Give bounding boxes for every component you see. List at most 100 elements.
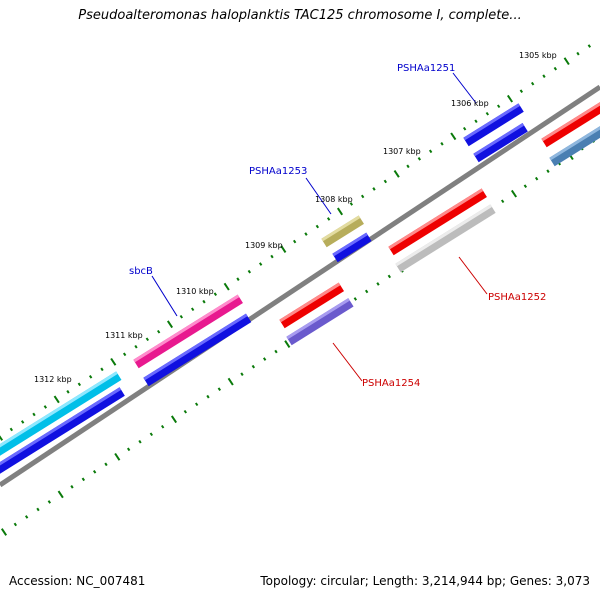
callout-line-PSHAa1253 bbox=[305, 177, 332, 215]
gene-label-PSHAa1253: PSHAa1253 bbox=[249, 166, 307, 177]
outer-track-minor-tick bbox=[349, 202, 354, 206]
gene-feature-PSHAa1253[interactable] bbox=[321, 215, 364, 248]
gene-feature-blue-4[interactable] bbox=[473, 123, 528, 163]
outer-track-minor-tick bbox=[122, 352, 127, 357]
outer-track-major-tick bbox=[336, 207, 344, 216]
outer-track-minor-tick bbox=[383, 179, 388, 184]
tick-label-1307: 1307 kbp bbox=[383, 147, 421, 156]
outer-track-minor-tick bbox=[20, 420, 25, 424]
inner-track-minor-tick bbox=[194, 402, 199, 407]
inner-track-minor-tick bbox=[387, 274, 392, 279]
gene-feature-sbcB[interactable] bbox=[133, 294, 243, 369]
gene-feature-blue-1[interactable] bbox=[0, 387, 125, 476]
inner-track-minor-tick bbox=[251, 364, 256, 369]
inner-track-major-tick bbox=[284, 340, 291, 348]
outer-track-minor-tick bbox=[77, 382, 82, 387]
gene-label-PSHAa1252: PSHAa1252 bbox=[488, 292, 546, 303]
outer-track-minor-tick bbox=[9, 427, 14, 432]
inner-track-minor-tick bbox=[206, 394, 210, 399]
forward-features bbox=[0, 103, 528, 476]
gene-feature-blue-3[interactable] bbox=[332, 232, 372, 263]
inner-track-major-tick bbox=[114, 452, 121, 461]
inner-track-minor-tick bbox=[500, 199, 505, 204]
tick-label-1312: 1312 kbp bbox=[34, 375, 72, 384]
inner-track-major-tick bbox=[57, 490, 64, 499]
callout-line-PSHAa1251 bbox=[452, 72, 477, 104]
outer-track-minor-tick bbox=[247, 269, 252, 274]
outer-track-minor-tick bbox=[213, 292, 218, 296]
tick-label-1311: 1311 kbp bbox=[105, 331, 143, 340]
inner-track-minor-tick bbox=[262, 357, 267, 361]
outer-track-minor-tick bbox=[190, 307, 195, 312]
gene-feature-purple[interactable] bbox=[286, 298, 354, 346]
outer-tick-track bbox=[0, 44, 592, 441]
outer-track-major-tick bbox=[110, 357, 117, 366]
inner-track-minor-tick bbox=[24, 515, 29, 519]
outer-track-minor-tick bbox=[134, 344, 138, 349]
inner-track-minor-tick bbox=[376, 282, 380, 286]
outer-track-minor-tick bbox=[292, 239, 297, 244]
outer-track-major-tick bbox=[450, 132, 457, 141]
tick-labels: 1305 kbp 1306 kbp 1307 kbp 1308 kbp 1309… bbox=[34, 51, 557, 384]
gene-label-PSHAa1251: PSHAa1251 bbox=[397, 63, 455, 74]
map-title: Pseudoalteromonas haloplanktis TAC125 ch… bbox=[78, 8, 522, 23]
tick-label-1306: 1306 kbp bbox=[451, 99, 489, 108]
outer-track-minor-tick bbox=[360, 194, 365, 199]
gene-feature-PSHAa1254[interactable] bbox=[279, 282, 345, 329]
gene-feature-cyan[interactable] bbox=[0, 371, 122, 458]
outer-track-minor-tick bbox=[462, 126, 467, 131]
outer-track-minor-tick bbox=[258, 262, 263, 266]
inner-track-minor-tick bbox=[70, 485, 74, 489]
inner-track-minor-tick bbox=[92, 470, 97, 474]
outer-track-minor-tick bbox=[32, 412, 36, 417]
inner-track-minor-tick bbox=[183, 409, 188, 414]
gene-feature-gray[interactable] bbox=[395, 204, 496, 273]
outer-track-minor-tick bbox=[236, 277, 240, 281]
outer-track-major-tick bbox=[53, 395, 60, 404]
inner-track-minor-tick bbox=[160, 424, 165, 429]
gene-feature-PSHAa1251[interactable] bbox=[463, 103, 524, 147]
outer-track-minor-tick bbox=[88, 375, 93, 379]
gene-feature-PSHAa1252[interactable] bbox=[388, 188, 487, 256]
outer-track-minor-tick bbox=[496, 104, 501, 109]
outer-track-minor-tick bbox=[326, 217, 331, 221]
outer-track-minor-tick bbox=[440, 142, 444, 146]
outer-track-minor-tick bbox=[417, 157, 422, 161]
inner-track-minor-tick bbox=[353, 297, 358, 301]
outer-track-minor-tick bbox=[100, 367, 104, 372]
outer-track-minor-tick bbox=[315, 224, 320, 229]
inner-track-minor-tick bbox=[364, 289, 369, 294]
outer-track-minor-tick bbox=[372, 187, 376, 191]
callout-lines bbox=[151, 72, 488, 382]
gene-feature-steel-edge[interactable] bbox=[549, 120, 600, 167]
inner-track-major-tick bbox=[227, 377, 234, 386]
outer-track-minor-tick bbox=[530, 81, 535, 86]
gene-label-PSHAa1254: PSHAa1254 bbox=[362, 378, 420, 389]
reverse-features bbox=[279, 96, 600, 346]
outer-track-minor-tick bbox=[156, 329, 161, 334]
genome-summary-text: Topology: circular; Length: 3,214,944 bp… bbox=[260, 574, 590, 588]
gene-label-sbcB: sbcB bbox=[129, 266, 153, 277]
inner-track-minor-tick bbox=[138, 439, 142, 444]
gene-labels: PSHAa1251 PSHAa1253 sbcB PSHAa1252 PSHAa… bbox=[129, 63, 546, 389]
callout-line-sbcB bbox=[151, 275, 178, 317]
outer-track-major-tick bbox=[393, 170, 400, 178]
gene-feature-blue-2[interactable] bbox=[143, 313, 252, 387]
inner-track-minor-tick bbox=[36, 507, 40, 512]
gene-feature-red-edge[interactable] bbox=[541, 96, 600, 148]
outer-track-minor-tick bbox=[66, 390, 70, 394]
outer-track-minor-tick bbox=[576, 51, 580, 56]
outer-track-major-tick bbox=[563, 57, 570, 66]
inner-track-minor-tick bbox=[81, 477, 86, 482]
outer-track-minor-tick bbox=[270, 254, 274, 259]
outer-track-minor-tick bbox=[428, 149, 433, 154]
outer-track-minor-tick bbox=[553, 66, 558, 71]
inner-track-minor-tick bbox=[534, 176, 539, 181]
tick-label-1309: 1309 kbp bbox=[245, 241, 283, 250]
inner-track-minor-tick bbox=[523, 184, 528, 188]
outer-track-major-tick bbox=[506, 94, 514, 103]
outer-track-major-tick bbox=[0, 435, 4, 441]
outer-track-minor-tick bbox=[304, 232, 308, 236]
tick-label-1308: 1308 kbp bbox=[315, 195, 353, 204]
